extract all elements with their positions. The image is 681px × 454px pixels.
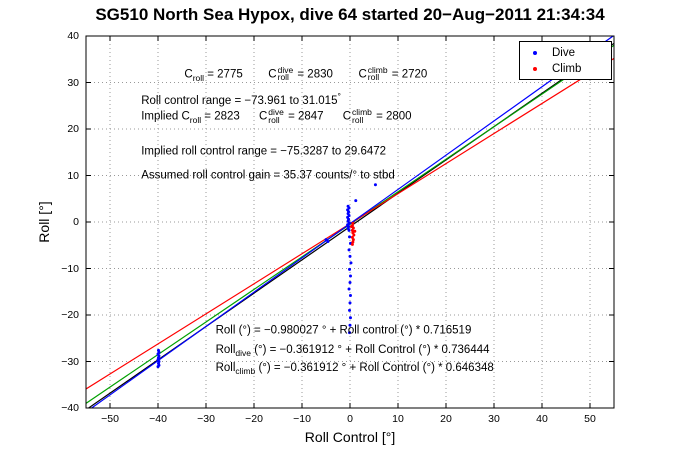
y-tick-label: −10 xyxy=(61,262,79,275)
legend: Dive Climb xyxy=(519,41,612,80)
x-tick-label: 50 xyxy=(584,413,596,425)
annotation-fit-equation-dive: Rolldive (°) = −0.361912 ° + Roll Contro… xyxy=(215,344,490,359)
x-tick-label: 10 xyxy=(392,413,404,425)
chart-title: SG510 North Sea Hypox, dive 64 started 2… xyxy=(95,5,605,24)
legend-label-dive: Dive xyxy=(552,46,576,59)
y-tick-label: 40 xyxy=(67,30,79,42)
y-tick-label: −30 xyxy=(61,355,79,368)
x-tick-label: −40 xyxy=(149,413,167,425)
annotation-assumed-roll-control-gain: Assumed roll control gain = 35.37 counts… xyxy=(141,169,395,181)
x-tick-label: 20 xyxy=(440,413,452,425)
x-tick-label: −50 xyxy=(101,413,119,425)
y-tick-label: 20 xyxy=(67,123,79,135)
x-tick-label: 40 xyxy=(536,413,548,425)
y-tick-label: 30 xyxy=(67,76,79,89)
x-tick-label: −30 xyxy=(197,413,215,425)
dive-marker-icon xyxy=(533,50,537,55)
x-tick-label: −10 xyxy=(293,413,311,425)
y-tick-label: 0 xyxy=(73,216,79,228)
y-tick-label: −20 xyxy=(61,309,79,321)
legend-entry-climb: Climb xyxy=(524,62,607,75)
climb-marker-icon xyxy=(533,66,537,71)
y-axis-label: Roll [°] xyxy=(36,201,52,243)
y-tick-label: 10 xyxy=(67,169,79,182)
annotation-implied-roll-control-range: Implied roll control range = −75.3287 to… xyxy=(141,145,387,158)
legend-label-climb: Climb xyxy=(552,62,582,75)
x-tick-label: −20 xyxy=(245,413,263,425)
annotation-fit-equation-climb: Rollclimb (°) = −0.361912 ° + Roll Contr… xyxy=(215,361,494,377)
x-axis-label: Roll Control [°] xyxy=(304,429,396,445)
legend-entry-dive: Dive xyxy=(524,46,607,59)
annotation-fit-equation-combined: Roll (°) = −0.980027 ° + Roll control (°… xyxy=(215,324,472,337)
x-tick-label: 30 xyxy=(488,413,500,425)
y-tick-label: −40 xyxy=(61,402,79,414)
annotation-roll-control-range: Roll control range = −73.961 to 31.015° xyxy=(141,90,341,107)
x-tick-label: 0 xyxy=(347,413,353,425)
